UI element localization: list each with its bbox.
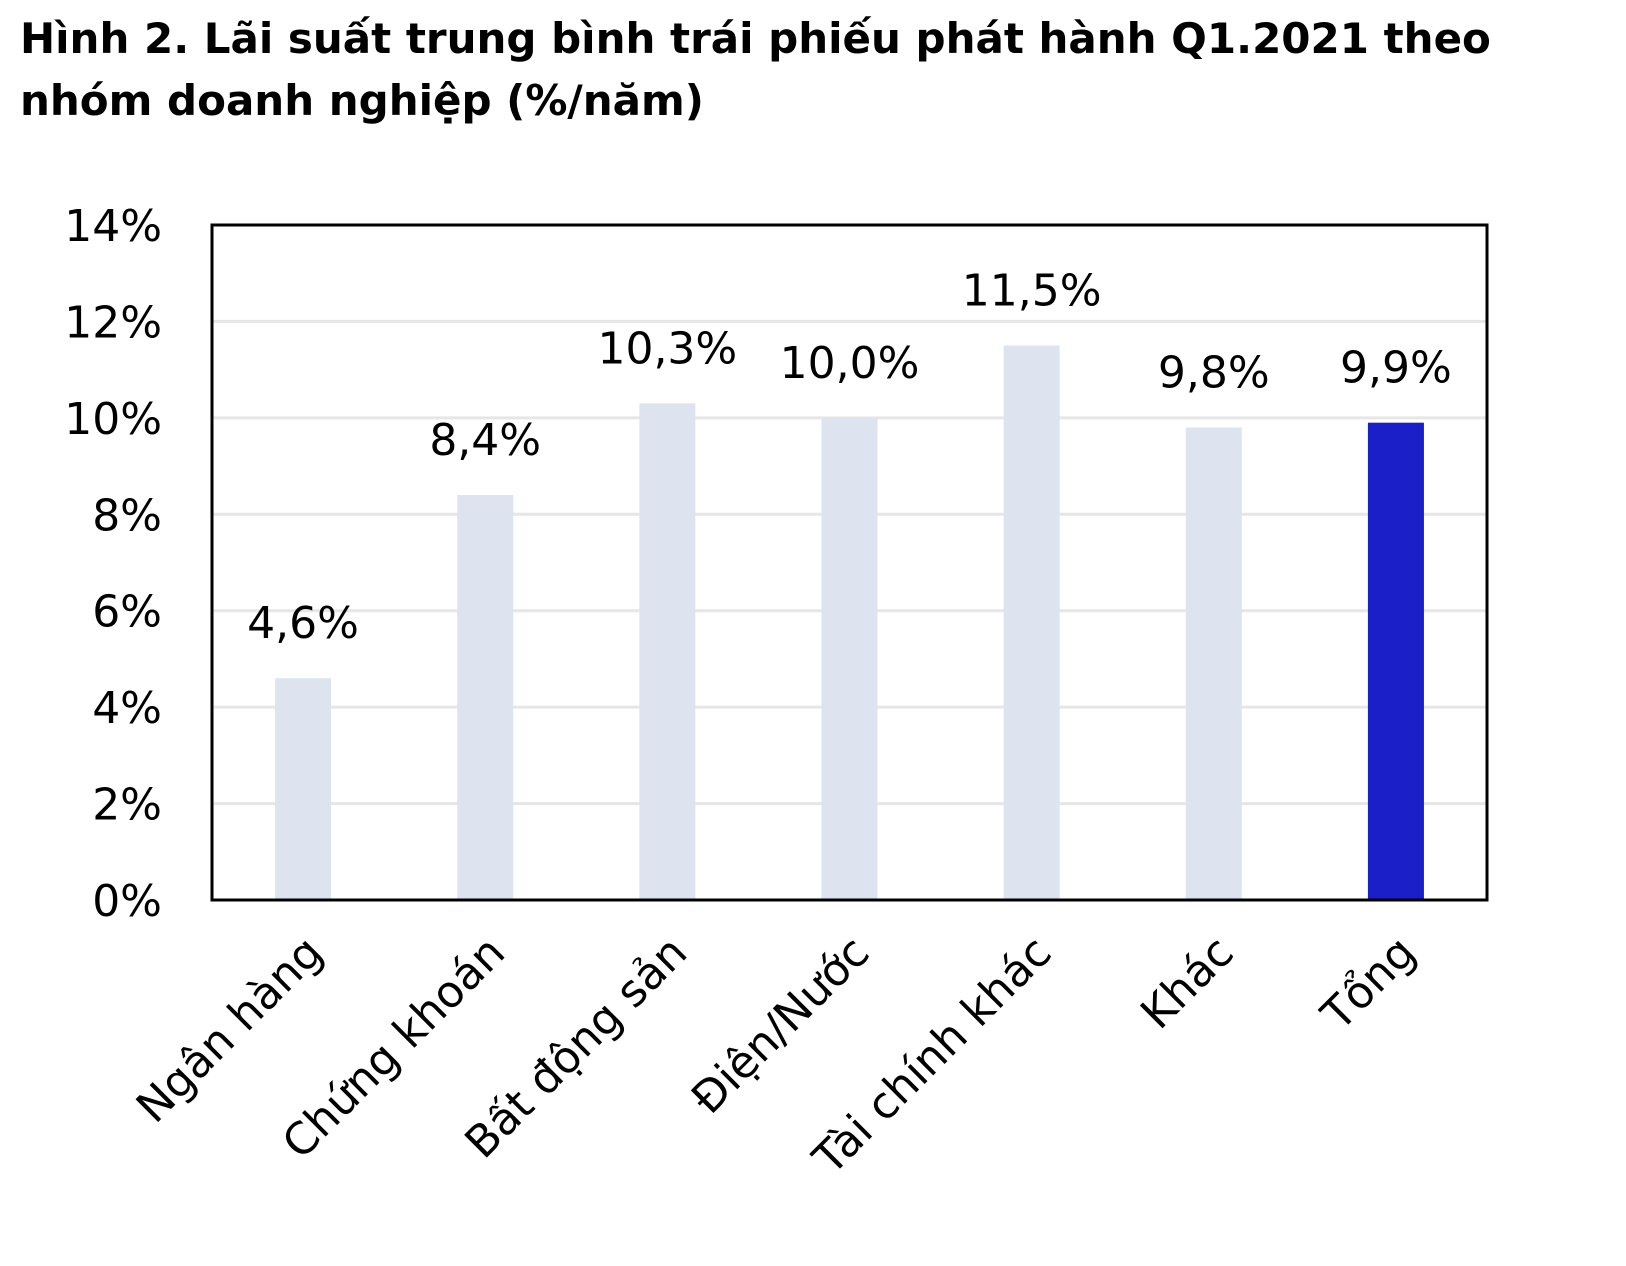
x-tick-label: Khác <box>1131 927 1243 1039</box>
y-tick-label: 2% <box>92 780 162 831</box>
data-label: 8,4% <box>429 415 541 466</box>
bar <box>457 495 514 900</box>
bar <box>821 417 878 900</box>
plot-border <box>210 223 1489 902</box>
x-tick-label: Ngân hàng <box>127 927 333 1133</box>
chart-title: Hình 2. Lãi suất trung bình trái phiếu p… <box>20 14 1491 125</box>
bar <box>1003 345 1060 900</box>
bar <box>1367 422 1424 900</box>
y-tick-label: 12% <box>64 297 162 348</box>
data-label: 10,3% <box>597 323 737 374</box>
y-tick-label: 14% <box>64 201 162 252</box>
data-label: 10,0% <box>780 338 920 389</box>
y-tick-label: 6% <box>92 587 162 638</box>
bar <box>1185 427 1242 900</box>
y-tick-label: 0% <box>92 876 162 927</box>
x-tick-label: Tổng <box>1311 927 1425 1041</box>
x-tick-label: Điện/Nước <box>682 927 879 1124</box>
y-tick-label: 8% <box>92 490 162 541</box>
bar <box>639 403 696 900</box>
data-label: 9,8% <box>1158 348 1270 399</box>
y-tick-label: 10% <box>64 394 162 445</box>
bar <box>275 678 332 900</box>
data-label: 4,6% <box>247 598 359 649</box>
data-label: 11,5% <box>962 266 1102 317</box>
y-tick-label: 4% <box>92 683 162 734</box>
data-label: 9,9% <box>1340 343 1452 394</box>
